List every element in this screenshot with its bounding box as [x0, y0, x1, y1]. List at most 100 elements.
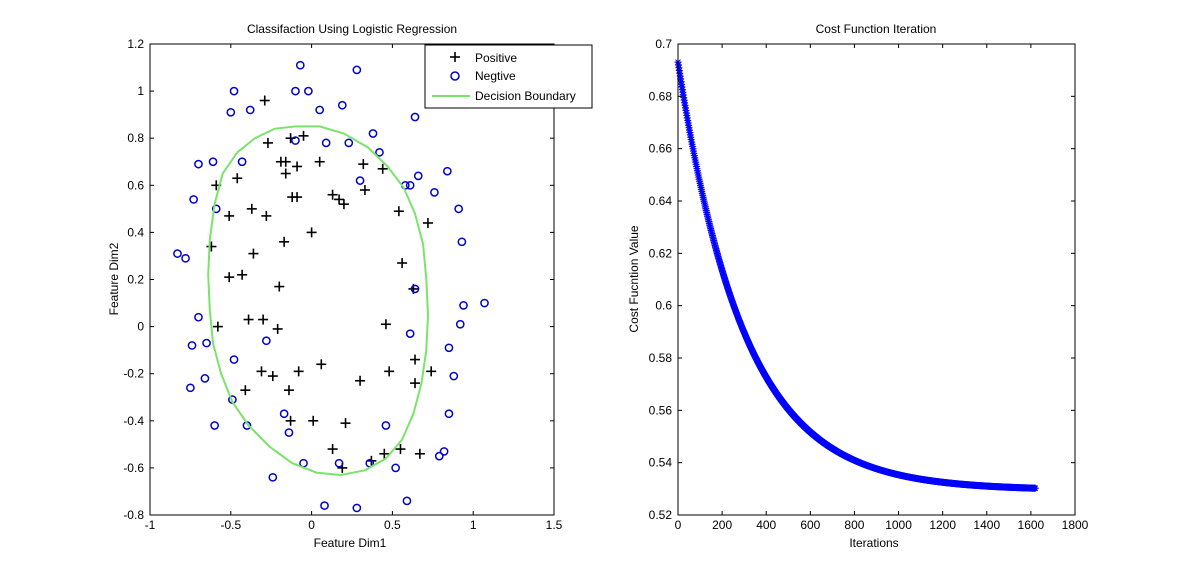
- negative-point: [352, 65, 362, 75]
- positive-point: [274, 281, 285, 292]
- positive-point: [240, 385, 251, 396]
- negative-point: [211, 204, 221, 214]
- positive-point: [359, 185, 370, 196]
- positive-point: [280, 156, 291, 167]
- right-xtick-label: 600: [800, 518, 820, 532]
- negative-point: [237, 157, 247, 167]
- negative-point: [268, 472, 278, 482]
- right-ylabel: Cost Fucntion Value: [627, 225, 641, 332]
- positive-point: [262, 137, 273, 148]
- positive-point: [267, 371, 278, 382]
- right-xtick-label: 1600: [1018, 518, 1045, 532]
- positive-point: [258, 314, 269, 325]
- left-ytick-label: -0.4: [123, 414, 144, 428]
- negative-point: [279, 409, 289, 419]
- positive-point: [395, 444, 406, 455]
- positive-point: [338, 199, 349, 210]
- positive-point: [380, 319, 391, 330]
- positive-point: [358, 159, 369, 170]
- right-xtick-label: 1800: [1062, 518, 1089, 532]
- positive-point: [397, 258, 408, 269]
- negative-point: [449, 371, 459, 381]
- legend-marker-circle-icon: [450, 71, 460, 81]
- negative-point: [430, 188, 439, 197]
- positive-point: [410, 378, 421, 389]
- positive-point: [410, 354, 421, 365]
- legend: Positive Negtive Decision Boundary: [424, 44, 593, 109]
- positive-point: [292, 161, 303, 172]
- left-xtick-label: -0.5: [220, 518, 241, 532]
- positive-point: [237, 269, 248, 280]
- left-ytick-label: 0.6: [127, 178, 144, 192]
- right-xtick-label: 1200: [929, 518, 956, 532]
- right-xtick-label: 1000: [885, 518, 912, 532]
- cost-star-marker: [1031, 484, 1039, 492]
- positive-point: [327, 189, 338, 200]
- negative-point: [457, 237, 467, 247]
- positive-point: [422, 217, 433, 228]
- positive-point: [256, 366, 267, 377]
- left-xtick-label: 1.5: [546, 518, 563, 532]
- negative-point: [442, 166, 452, 176]
- left-ytick-label: 0.2: [127, 273, 144, 287]
- positive-point: [206, 241, 217, 252]
- left-xtick-label: 0: [308, 518, 315, 532]
- positive-point: [393, 206, 404, 217]
- legend-marker-plus-icon: [450, 52, 460, 62]
- positive-point: [279, 236, 290, 247]
- negative-point: [187, 341, 197, 350]
- negative-point: [444, 409, 454, 419]
- right-axis-ticks: 0 200 400 600 800 1000 1200 1400 1600 1800 0.52 0.5…: [649, 37, 1089, 532]
- negative-point: [344, 138, 354, 148]
- positive-point: [283, 385, 294, 396]
- positive-point: [306, 227, 317, 238]
- positive-point: [298, 130, 309, 141]
- left-title: Classifaction Using Logistic Regression: [247, 22, 457, 36]
- negative-point: [375, 147, 384, 157]
- right-xtick-label: 0: [675, 518, 682, 532]
- left-ytick-label: 1.2: [127, 37, 144, 51]
- right-xlabel: Iterations: [849, 536, 898, 550]
- legend-label-negtive: Negtive: [475, 69, 516, 83]
- positive-point: [292, 192, 303, 203]
- right-title: Cost Function Iteration: [816, 22, 937, 36]
- left-panel: Classifaction Using Logistic Regression …: [107, 22, 593, 550]
- negative-point: [194, 312, 203, 322]
- negative-point: [402, 496, 412, 506]
- negative-point: [295, 60, 305, 70]
- negative-point: [189, 195, 198, 204]
- negative-point: [410, 112, 420, 122]
- negative-point: [352, 503, 362, 513]
- left-ytick-label: 0: [137, 320, 144, 334]
- positive-point: [308, 415, 319, 426]
- left-xtick-label: -1: [145, 518, 156, 532]
- left-ytick-label: -0.8: [123, 508, 144, 522]
- negative-point: [315, 105, 325, 115]
- legend-box: [424, 44, 593, 109]
- left-ytick-label: -0.2: [123, 367, 144, 381]
- negative-point: [202, 338, 211, 348]
- left-axes-frame: [149, 43, 555, 516]
- negative-point: [355, 176, 365, 185]
- positive-point: [293, 366, 304, 377]
- decision-boundary-curve: [207, 125, 430, 477]
- negative-point: [208, 157, 218, 167]
- negative-point: [229, 355, 239, 364]
- positive-point: [340, 418, 351, 429]
- negative-point: [337, 100, 347, 110]
- negative-point: [320, 501, 329, 510]
- positive-point: [285, 133, 296, 144]
- positive-point: [224, 272, 235, 283]
- right-ytick-label: 0.54: [649, 456, 673, 470]
- positive-point: [243, 314, 254, 325]
- negative-point: [229, 86, 239, 96]
- right-xtick-label: 1400: [973, 518, 1000, 532]
- positive-point: [327, 444, 338, 455]
- right-plot-area: [678, 44, 1075, 515]
- negative-point: [444, 343, 454, 353]
- legend-label-positive: Positive: [475, 51, 517, 65]
- positive-point: [248, 248, 259, 259]
- right-ytick-label: 0.62: [649, 246, 673, 260]
- negative-point: [455, 319, 465, 329]
